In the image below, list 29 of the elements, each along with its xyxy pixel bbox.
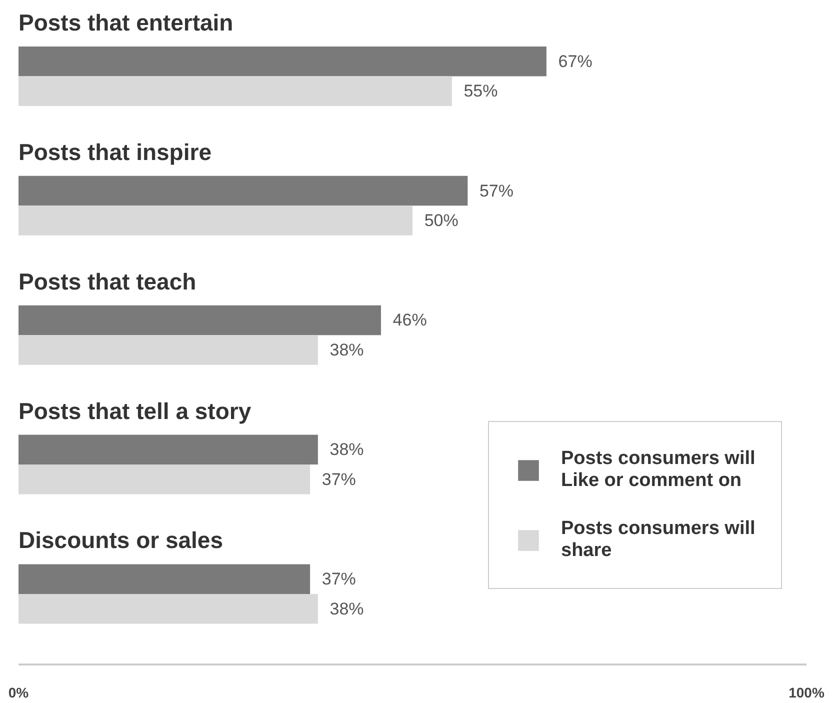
data-label: 46% (392, 310, 427, 330)
y-tick-label: Posts that inspire (18, 138, 212, 165)
data-label: 50% (424, 211, 458, 230)
bar (18, 434, 318, 465)
y-tick-label: Posts that entertain (18, 10, 234, 36)
y-tick-label: Posts that tell a story (18, 398, 252, 424)
legend-label: Posts consumers will Like or comment on (561, 448, 756, 492)
bar (18, 305, 381, 336)
data-label: 38% (330, 599, 364, 618)
bar (18, 564, 310, 594)
x-tick-label: 0% (8, 684, 30, 700)
bar (18, 176, 468, 206)
data-label: 37% (322, 570, 356, 589)
data-label: 67% (558, 52, 592, 71)
legend-label: Posts consumers will share (561, 518, 756, 562)
bar (18, 335, 318, 365)
bar (18, 464, 310, 494)
data-label: 38% (330, 440, 364, 460)
data-label: 55% (464, 82, 498, 101)
x-tick-label: 100% (788, 684, 825, 700)
data-label: 57% (479, 181, 514, 200)
bar (18, 594, 318, 624)
y-tick-label: Posts that teach (18, 268, 196, 294)
bar (18, 46, 546, 76)
y-tick-label: Discounts or sales (18, 527, 224, 554)
bar (18, 76, 452, 106)
data-label: 38% (330, 340, 364, 360)
data-label: 37% (322, 470, 356, 489)
bar (18, 206, 412, 236)
